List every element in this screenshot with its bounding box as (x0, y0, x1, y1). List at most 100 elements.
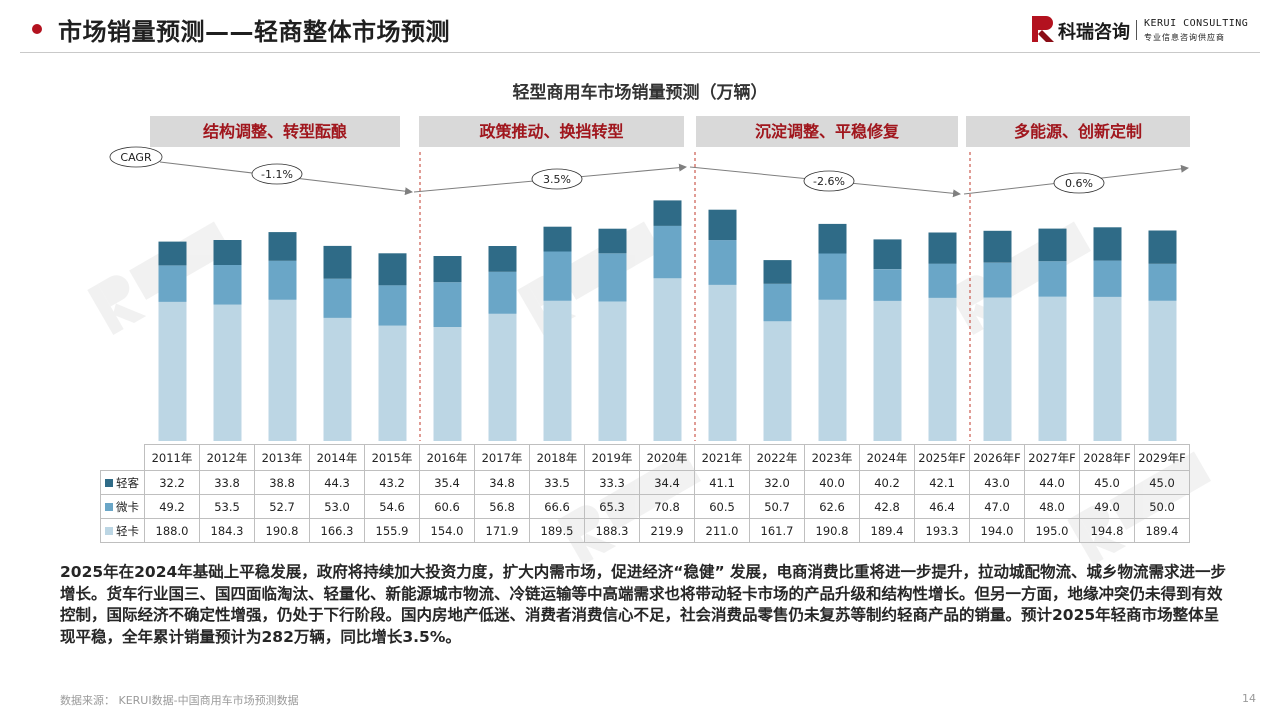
table-year-header: 2013年 (254, 444, 310, 471)
bar-segment (598, 253, 627, 302)
cagr-labels: CAGR -1.1% 3.5% -2.6% 0.6% (109, 146, 1105, 194)
bar-segment (653, 278, 682, 441)
bars (158, 200, 1177, 441)
table-year-header: 2023年 (804, 444, 860, 471)
table-cell: 194.8 (1079, 518, 1135, 543)
cagr-value-label-ellipse (531, 168, 583, 190)
cagr-title-label-ellipse (109, 146, 163, 168)
bar-segment (1148, 300, 1177, 441)
table-cell: 193.3 (914, 518, 970, 543)
table-cell: 42.1 (914, 470, 970, 495)
table-year-header: 2012年 (199, 444, 255, 471)
table-cell: 42.8 (859, 494, 915, 519)
table-year-header: 2026年F (969, 444, 1025, 471)
bar-segment (1093, 260, 1122, 297)
table-row: 微卡 49.2 53.5 52.7 53.0 54.6 60.6 56.8 66.6 65.3 70… (100, 494, 1190, 519)
table-cell: 43.2 (364, 470, 420, 495)
table-cell: 189.4 (859, 518, 915, 543)
bar-segment (323, 317, 352, 441)
bar-segment (378, 253, 407, 286)
cagr-arrows (159, 161, 1189, 198)
phase-label-1: 结构调整、转型酝酿 (150, 116, 400, 147)
table-cell: 66.6 (529, 494, 585, 519)
bar-segment (268, 260, 297, 300)
bar-segment (488, 246, 517, 272)
table-row-label: 轻客 (100, 470, 145, 495)
table-year-header: 2024年 (859, 444, 915, 471)
bar-segment (1038, 228, 1067, 262)
table-cell: 49.0 (1079, 494, 1135, 519)
bar-segment (543, 300, 572, 441)
series-name: 轻客 (116, 475, 139, 490)
table-row-label: 轻卡 (100, 518, 145, 543)
series-name: 轻卡 (116, 523, 139, 538)
phase-label-3: 沉淀调整、平稳修复 (696, 116, 958, 147)
table-year-header: 2027年F (1024, 444, 1080, 471)
phase-label-4: 多能源、创新定制 (966, 116, 1190, 147)
bar-segment (983, 230, 1012, 263)
cagr-value-label-ellipse (803, 170, 855, 192)
table-cell: 161.7 (749, 518, 805, 543)
table-row: 轻卡 188.0 184.3 190.8 166.3 155.9 154.0 171.9 189… (100, 518, 1190, 543)
bar-segment (433, 327, 462, 441)
page-number: 14 (1242, 692, 1256, 705)
table-cell: 189.4 (1134, 518, 1190, 543)
table-cell: 190.8 (254, 518, 310, 543)
bar-segment (598, 301, 627, 441)
bar-segment (653, 200, 682, 226)
cagr-value-label: 3.5% (543, 173, 571, 186)
table-cell: 211.0 (694, 518, 750, 543)
bar-segment (983, 262, 1012, 298)
table-cell: 184.3 (199, 518, 255, 543)
bar-segment (1093, 296, 1122, 441)
logo-text-en: KERUI CONSULTING (1144, 18, 1249, 29)
table-year-header: 2019年 (584, 444, 640, 471)
table-cell: 34.4 (639, 470, 695, 495)
table-year-header: 2025年F (914, 444, 970, 471)
table-cell: 46.4 (914, 494, 970, 519)
bar-segment (928, 232, 957, 264)
logo-divider (1136, 20, 1137, 40)
logo-mark-icon (1032, 16, 1054, 42)
table-cell: 44.0 (1024, 470, 1080, 495)
cagr-value-label: -1.1% (261, 168, 293, 181)
cagr-value-label-ellipse (1053, 172, 1105, 194)
table-row: 轻客 32.2 33.8 38.8 44.3 43.2 35.4 34.8 33.5 33.3 34… (100, 470, 1190, 495)
table-cell: 32.2 (144, 470, 200, 495)
bar-segment (818, 253, 847, 300)
bar-segment (213, 240, 242, 265)
table-year-header: 2022年 (749, 444, 805, 471)
bar-segment (983, 297, 1012, 441)
table-cell: 188.3 (584, 518, 640, 543)
table-year-header: 2028年F (1079, 444, 1135, 471)
table-cell: 50.0 (1134, 494, 1190, 519)
bar-segment (763, 260, 792, 284)
table-cell: 47.0 (969, 494, 1025, 519)
bar-segment (708, 209, 737, 241)
table-year-header: 2017年 (474, 444, 530, 471)
bar-segment (818, 299, 847, 441)
bar-segment (873, 300, 902, 441)
legend-swatch-icon (105, 526, 113, 535)
table-cell: 219.9 (639, 518, 695, 543)
table-year-header: 2021年 (694, 444, 750, 471)
bar-segment (653, 225, 682, 279)
bar-segment (378, 285, 407, 326)
table-year-header: 2015年 (364, 444, 420, 471)
table-cell: 50.7 (749, 494, 805, 519)
table-cell: 43.0 (969, 470, 1025, 495)
bar-segment (598, 228, 627, 254)
table-cell: 53.0 (309, 494, 365, 519)
table-cell: 34.8 (474, 470, 530, 495)
bar-segment (1038, 261, 1067, 297)
bar-segment (543, 251, 572, 301)
table-cell: 60.6 (419, 494, 475, 519)
table-cell: 154.0 (419, 518, 475, 543)
cagr-value-label-ellipse (251, 163, 303, 185)
bar-segment (488, 313, 517, 441)
cagr-title-label: CAGR (120, 151, 152, 164)
bar-segment (873, 269, 902, 301)
table-cell: 33.8 (199, 470, 255, 495)
table-cell: 54.6 (364, 494, 420, 519)
bar-segment (928, 263, 957, 298)
